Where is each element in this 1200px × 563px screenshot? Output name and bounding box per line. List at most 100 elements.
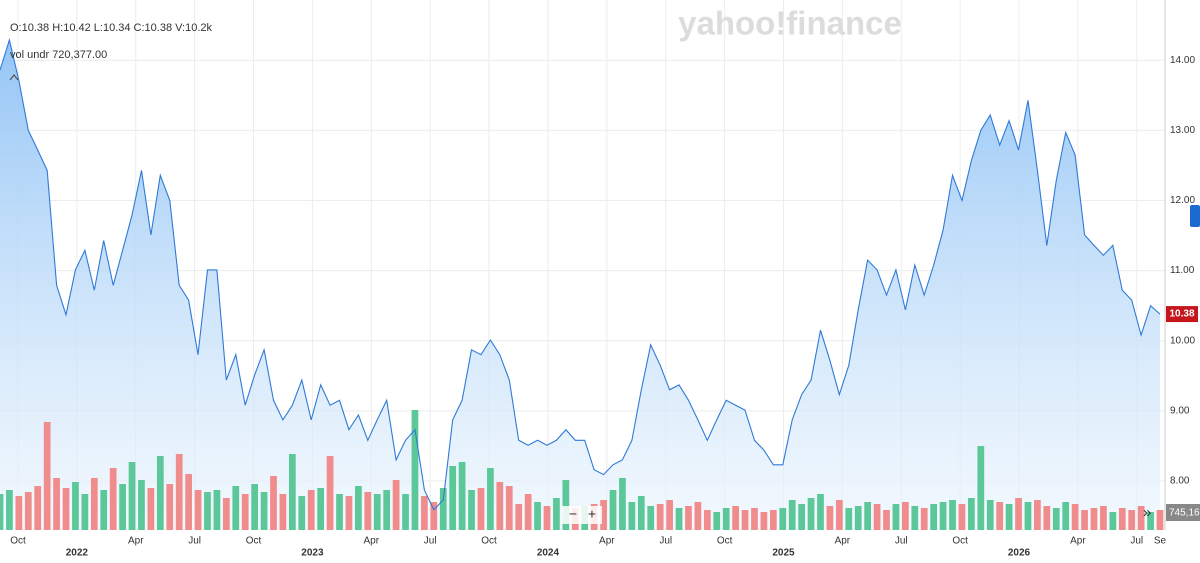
x-tick-label: 2026 (1008, 548, 1031, 559)
volume-bar (166, 484, 174, 530)
volume-bar (779, 508, 787, 530)
volume-bar (307, 490, 315, 530)
volume-bar (826, 506, 834, 530)
volume-bar (383, 490, 391, 530)
volume-bar (0, 494, 4, 530)
volume-bar (628, 502, 636, 530)
volume-bar (402, 494, 409, 530)
y-tick-label: 10.00 (1170, 335, 1195, 346)
x-tick-label: Apr (128, 536, 144, 547)
volume-bar (487, 468, 494, 530)
volume-bar (24, 492, 32, 530)
volume-bar (769, 510, 777, 530)
volume-bar (1100, 506, 1107, 530)
volume-bar (524, 494, 532, 530)
volume-bar (713, 512, 721, 530)
volume-bar (1118, 508, 1126, 530)
volume-bar (355, 486, 362, 530)
price-line (0, 37, 1161, 511)
price-badge-label: 10.38 (1169, 309, 1194, 320)
ohlc-readout: O:10.38 H:10.42 L:10.34 C:10.38 V:10.2k (10, 22, 213, 34)
x-tick-label: Oct (246, 536, 262, 547)
zoom-in[interactable]: + (588, 506, 596, 522)
volume-bar (911, 506, 919, 530)
watermark: yahoo!finance (678, 5, 902, 42)
volume-bar (119, 484, 126, 530)
volume-bar (1005, 504, 1013, 530)
volume-bar (336, 494, 343, 530)
volume-bar (1034, 500, 1041, 530)
x-tick-label: 2024 (537, 548, 560, 559)
volume-bar (864, 502, 872, 530)
volume-bar (996, 502, 1004, 530)
y-tick-label: 12.00 (1170, 195, 1195, 206)
volume-bar (241, 494, 249, 530)
volume-bar (1128, 510, 1136, 530)
volume-bar (90, 478, 98, 530)
volume-bar (515, 504, 523, 530)
volume-bar (194, 490, 202, 530)
volume-bar (939, 502, 947, 530)
x-tick-label: Apr (599, 536, 615, 547)
volume-bar (930, 504, 938, 530)
volume-bar (732, 506, 739, 530)
volume-bar (798, 504, 805, 530)
volume-bar (175, 454, 183, 530)
volume-bar (892, 504, 900, 530)
volume-bar (609, 490, 617, 530)
x-tick-label: Oct (481, 536, 497, 547)
volume-bar (722, 508, 730, 530)
volume-bar (156, 456, 164, 530)
x-tick-label: Jul (659, 536, 672, 547)
zoom-box (562, 506, 602, 524)
volume-bar (43, 422, 51, 530)
volume-bar (279, 494, 287, 530)
volume-bar (477, 488, 485, 530)
volume-bar (6, 490, 13, 530)
y-tick-label: 14.00 (1170, 55, 1195, 66)
x-tick-label: Jul (424, 536, 437, 547)
x-tick-label: Oct (952, 536, 968, 547)
volume-bar (317, 488, 325, 530)
volume-bar (138, 480, 145, 530)
price-area (0, 40, 1160, 530)
volume-bar (977, 446, 985, 530)
volume-bar (619, 478, 626, 530)
volume-bar (534, 502, 541, 530)
volume-bar (364, 492, 372, 530)
volume-bar (751, 508, 758, 530)
volume-bar (1043, 506, 1051, 530)
volume-badge (1166, 504, 1200, 521)
scroll-right[interactable]: » (1143, 504, 1151, 521)
volume-bar (147, 488, 155, 530)
x-tick-label: 2023 (301, 548, 324, 559)
x-tick-label: Oct (10, 536, 26, 547)
volume-bar (260, 492, 268, 530)
price-badge (1166, 306, 1198, 323)
volume-bar (543, 506, 551, 530)
zoom-out[interactable]: − (569, 506, 577, 522)
volume-bar (373, 494, 381, 530)
volume-bar (1015, 498, 1022, 530)
volume-bar (1156, 510, 1164, 530)
volume-bar (647, 506, 655, 530)
x-tick-label: Jul (1130, 536, 1143, 547)
y-tick-label: 13.00 (1170, 125, 1195, 136)
volume-bar (807, 498, 815, 530)
volume-bar (72, 482, 79, 530)
volume-bar (666, 500, 673, 530)
volume-bar (185, 474, 192, 530)
volume-bar (411, 410, 419, 530)
volume-bar (1081, 510, 1088, 530)
volume-bar (835, 500, 843, 530)
axis-tab[interactable] (1190, 205, 1200, 227)
volume-bar (345, 496, 353, 530)
volume-bar (1090, 508, 1098, 530)
volume-bar (496, 482, 504, 530)
x-tick-label: Apr (835, 536, 851, 547)
volume-bar (788, 500, 796, 530)
volume-bar (213, 490, 221, 530)
collapse-icon[interactable] (9, 74, 19, 81)
volume-readout: vol undr 720,377.00 (10, 49, 107, 61)
